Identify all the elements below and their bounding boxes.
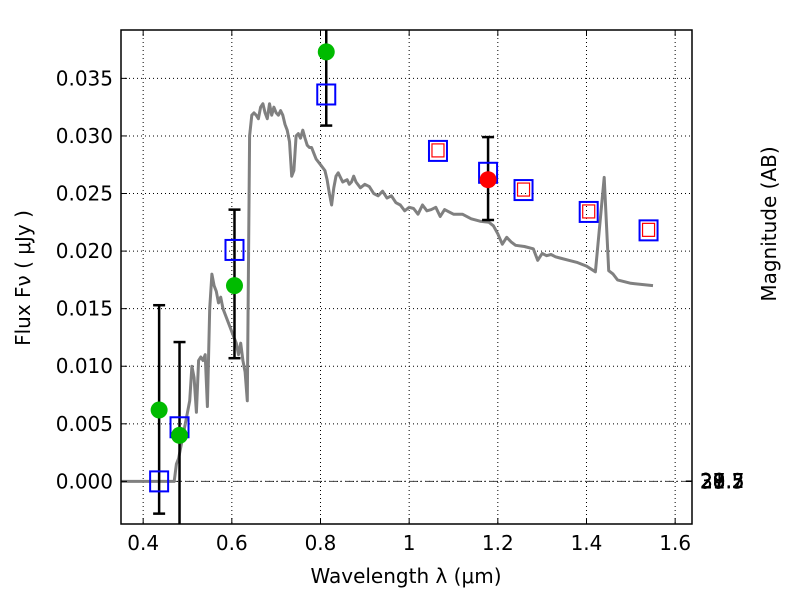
y-tick-label: 0.030 <box>56 124 113 148</box>
green-circle-marker <box>171 426 189 444</box>
blue-square-marker <box>578 200 599 223</box>
y-right-tick-label: 27.7 <box>700 469 745 493</box>
y-right-tick-label: 31 <box>700 469 725 493</box>
x-tick-label: 1.4 <box>571 531 603 555</box>
x-tick-label: 0.6 <box>216 531 248 555</box>
model-spectrum <box>121 102 654 483</box>
y-right-tick-label: 27.5 <box>700 469 745 493</box>
blue-square-marker <box>149 470 170 493</box>
y-right-tick-label: 28 <box>700 469 725 493</box>
spectrum-line <box>121 102 654 483</box>
y-right-axis-label: Magnitude (AB) <box>757 146 781 301</box>
x-axis-label: Wavelength λ (μm) <box>310 564 501 588</box>
red-square-marker <box>582 204 596 219</box>
x-tick-labels: 0.4 0.6 0.8 1 1.2 1.4 1.6 <box>127 531 691 555</box>
y-tick-label: 0.015 <box>56 297 113 321</box>
x-tick-label: 0.8 <box>305 531 337 555</box>
y-tick-label: 0.020 <box>56 239 113 263</box>
y-right-tick-label: 28.5 <box>700 469 745 493</box>
blue-square-marker <box>513 179 534 202</box>
y-tick-label: 0.000 <box>56 469 113 493</box>
y-tick-label: 0.010 <box>56 354 113 378</box>
red-circle-marker <box>479 171 497 189</box>
red-square-marker <box>516 182 531 197</box>
y-tick-labels: 0.000 0.005 0.010 0.015 0.020 0.025 0.030 0.035 <box>56 66 113 493</box>
grid <box>121 30 692 524</box>
x-tick-label: 1.6 <box>659 531 691 555</box>
green-circle-marker <box>225 277 243 295</box>
blue-square-marker <box>638 219 659 242</box>
y-tick-label: 0.035 <box>56 66 113 90</box>
blue-square-marker <box>316 83 337 106</box>
plot-frame <box>120 29 693 525</box>
green-circle-marker <box>150 401 168 419</box>
y-right-tick-label: 29 <box>700 469 725 493</box>
y-tick-label: 0.005 <box>56 412 113 436</box>
red-square-marker <box>641 222 656 237</box>
green-circle-marker <box>317 43 335 61</box>
y-axis-label: Flux Fν ( μJy ) <box>11 210 35 346</box>
y-right-tick-label: 29.5 <box>700 469 745 493</box>
y-right-tick-label: 28.2 <box>700 469 745 493</box>
x-tick-label: 0.4 <box>127 531 159 555</box>
x-tick-label: 1 <box>403 531 416 555</box>
blue-square-marker <box>224 238 245 261</box>
x-tick-label: 1.2 <box>482 531 514 555</box>
ticks <box>121 30 692 524</box>
blue-square-marker <box>427 139 448 162</box>
y-tick-label: 0.025 <box>56 182 113 206</box>
markers <box>149 43 659 493</box>
y-right-tick-label: 30 <box>700 469 725 493</box>
red-square-marker <box>431 143 445 158</box>
